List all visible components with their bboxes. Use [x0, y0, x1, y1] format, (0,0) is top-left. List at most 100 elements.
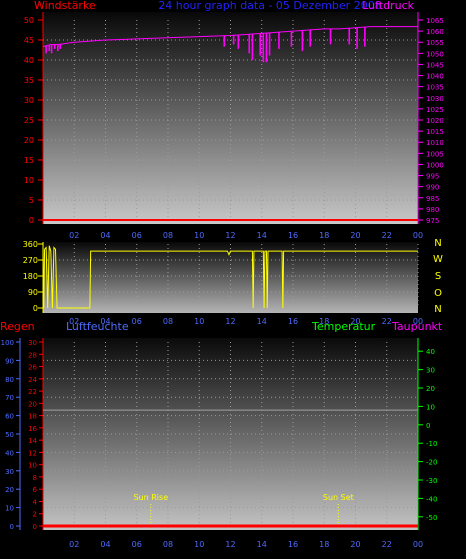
wind-tick-label: 5 [29, 196, 34, 205]
dewpoint-legend: Taupunkt [391, 320, 443, 333]
x-tick-label: 12 [225, 317, 235, 326]
pressure-tick-label: 995 [426, 173, 439, 181]
wind-tick-label: 35 [24, 76, 34, 85]
compass-label: O [434, 288, 442, 299]
rain-tick-label: 2 [33, 511, 37, 519]
direction-tick-label: 180 [23, 272, 38, 281]
pressure-tick-label: 1010 [426, 139, 444, 147]
pressure-tick-label: 985 [426, 195, 439, 203]
x-tick-label: 14 [257, 540, 267, 549]
rain-tick-label: 12 [28, 449, 37, 457]
rain-tick-label: 18 [28, 413, 37, 421]
x-tick-label: 10 [194, 317, 204, 326]
pressure-tick-label: 990 [426, 184, 439, 192]
x-tick-label: 00 [413, 231, 423, 240]
rain-tick-label: 16 [28, 425, 37, 433]
x-tick-label: 12 [225, 231, 235, 240]
rain-tick-label: 14 [28, 437, 37, 445]
x-tick-label: 04 [100, 317, 110, 326]
pressure-line [42, 26, 418, 48]
humidity-tick-label: 80 [5, 376, 14, 384]
rain-tick-label: 24 [28, 376, 37, 384]
rain-tick-label: 4 [33, 498, 38, 506]
rain-tick-label: 10 [28, 462, 37, 470]
rain-tick-label: 22 [28, 388, 37, 396]
humidity-tick-label: 50 [5, 431, 14, 439]
sun-marker-label: Sun Set [323, 493, 354, 502]
x-tick-label: 08 [163, 540, 173, 549]
wind-tick-label: 15 [24, 156, 34, 165]
pressure-tick-label: 975 [426, 217, 439, 225]
wind-axis-title: Windstärke [34, 0, 96, 12]
humidity-tick-label: 90 [5, 357, 14, 365]
wind-tick-label: 25 [24, 116, 34, 125]
pressure-tick-label: 1065 [426, 17, 444, 25]
x-tick-label: 06 [132, 231, 142, 240]
rain-legend: Regen [0, 320, 35, 333]
pressure-tick-label: 1050 [426, 50, 444, 58]
pressure-tick-label: 1025 [426, 106, 444, 114]
x-tick-label: 22 [382, 317, 392, 326]
pressure-tick-label: 980 [426, 206, 439, 214]
pressure-tick-label: 1040 [426, 73, 444, 81]
x-tick-label: 22 [382, 231, 392, 240]
temperature-tick-label: -30 [426, 477, 437, 485]
wind-tick-label: 45 [24, 36, 34, 45]
wind-tick-label: 0 [29, 216, 34, 225]
humidity-tick-label: 100 [1, 339, 14, 347]
pressure-axis-title: Luftdruck [362, 0, 414, 12]
pressure-tick-label: 1055 [426, 39, 444, 47]
sun-marker-label: Sun Rise [133, 493, 168, 502]
humidity-tick-label: 30 [5, 468, 14, 476]
x-tick-label: 16 [288, 317, 298, 326]
pressure-tick-label: 1015 [426, 128, 444, 136]
x-tick-label: 14 [257, 317, 267, 326]
humidity-tick-label: 40 [5, 449, 14, 457]
temperature-tick-label: -10 [426, 440, 437, 448]
temperature-tick-label: 20 [426, 385, 435, 393]
humidity-tick-label: 0 [10, 523, 14, 531]
temperature-tick-label: 40 [426, 348, 435, 356]
x-tick-label: 10 [194, 540, 204, 549]
temperature-tick-label: 0 [426, 422, 430, 430]
x-tick-label: 00 [413, 540, 423, 549]
pressure-tick-label: 1020 [426, 117, 444, 125]
wind-tick-label: 50 [24, 16, 34, 25]
x-tick-label: 04 [100, 540, 110, 549]
rain-tick-label: 6 [33, 486, 38, 494]
x-tick-label: 02 [69, 231, 79, 240]
rain-tick-label: 0 [33, 523, 37, 531]
compass-label: N [434, 238, 441, 249]
x-tick-label: 02 [69, 540, 79, 549]
direction-tick-label: 360 [23, 240, 38, 249]
x-tick-label: 00 [413, 317, 423, 326]
direction-tick-label: 0 [33, 304, 38, 313]
x-tick-label: 08 [163, 231, 173, 240]
x-tick-label: 22 [382, 540, 392, 549]
x-tick-label: 06 [132, 540, 142, 549]
x-tick-label: 18 [319, 317, 329, 326]
x-tick-label: 16 [288, 231, 298, 240]
x-tick-label: 14 [257, 231, 267, 240]
direction-tick-label: 270 [23, 256, 38, 265]
wind-tick-label: 20 [24, 136, 34, 145]
pressure-tick-label: 1060 [426, 28, 444, 36]
compass-label: N [434, 304, 441, 315]
x-tick-label: 04 [100, 231, 110, 240]
wind-tick-label: 40 [24, 56, 34, 65]
rain-tick-label: 28 [28, 351, 37, 359]
rain-tick-label: 20 [28, 400, 37, 408]
humidity-tick-label: 60 [5, 413, 14, 421]
direction-line [42, 245, 418, 309]
wind-tick-label: 10 [24, 176, 34, 185]
rain-tick-label: 8 [33, 474, 37, 482]
temperature-tick-label: -20 [426, 459, 437, 467]
pressure-tick-label: 1000 [426, 161, 444, 169]
compass-label: S [435, 271, 441, 282]
x-tick-label: 10 [194, 231, 204, 240]
wind-tick-label: 30 [24, 96, 34, 105]
pressure-tick-label: 1035 [426, 84, 444, 92]
temperature-tick-label: 30 [426, 367, 435, 375]
